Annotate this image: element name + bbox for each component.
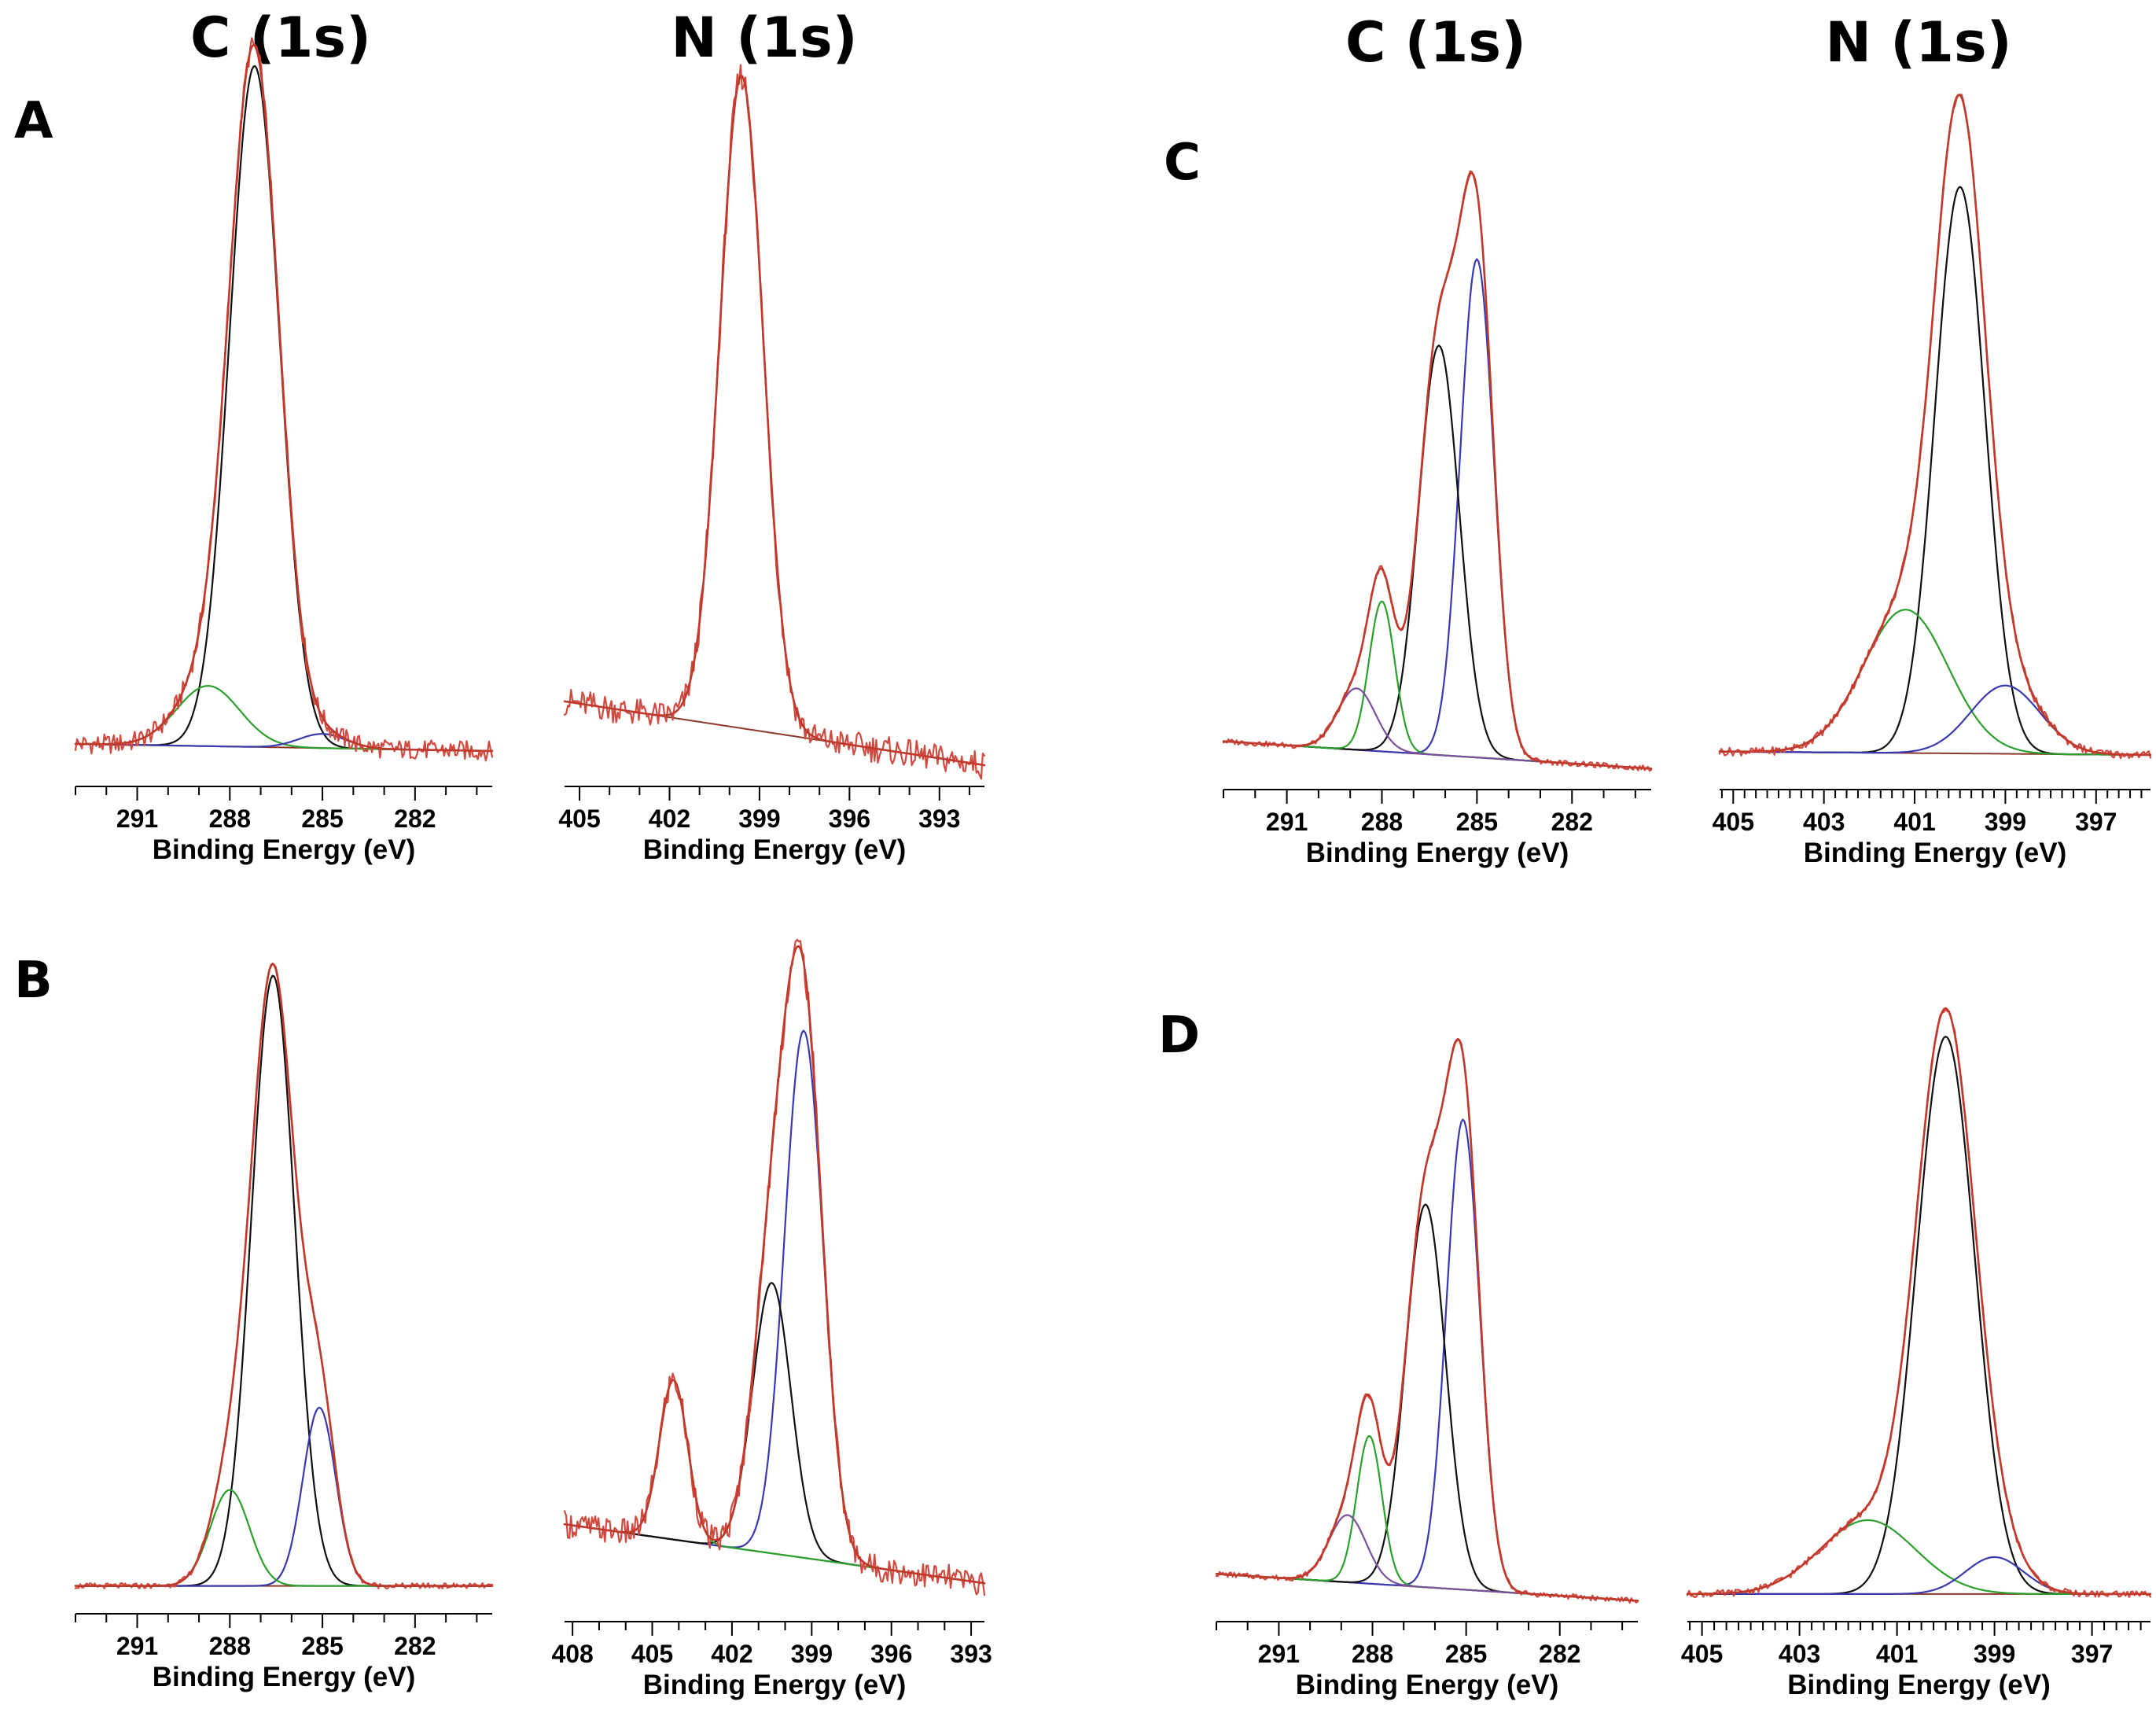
column-title-n1s-right: N (1s) (1825, 10, 2011, 75)
panel-letter-a: A (14, 92, 53, 150)
tick-label: 405 (558, 805, 600, 833)
component-peak-blue (74, 1406, 494, 1587)
panel-letter-d: D (1158, 1007, 1200, 1065)
component-peak-green (1718, 609, 2152, 757)
x-axis-title: Binding Energy (eV) (153, 1662, 415, 1692)
x-axis-title: Binding Energy (eV) (153, 834, 415, 865)
tick-label: 403 (1779, 1640, 1820, 1668)
raw-spectrum (1222, 170, 1653, 772)
tick-label: 396 (870, 1640, 912, 1668)
raw-spectrum (563, 64, 986, 780)
x-axis-title: Binding Energy (eV) (1296, 1670, 1558, 1700)
tick-label: 291 (1258, 1640, 1300, 1668)
tick-label: 401 (1876, 1640, 1918, 1668)
tick-label: 396 (829, 805, 870, 833)
component-peak-green (563, 1379, 986, 1585)
component-peak-purple (1222, 687, 1653, 770)
component-peak-black (74, 974, 494, 1587)
fit-envelope (1215, 1037, 1639, 1602)
component-peak-green (1222, 600, 1653, 770)
tick-label: 397 (2071, 1640, 2113, 1668)
column-title-c1s-right: C (1s) (1345, 10, 1526, 75)
component-peak-blue (1718, 684, 2152, 756)
fit-envelope (74, 43, 494, 753)
fit-envelope (74, 963, 494, 1587)
tick-label: 288 (209, 805, 251, 833)
component-peak-black (563, 1282, 986, 1585)
component-peak-black (1718, 186, 2152, 757)
raw-spectrum (563, 938, 986, 1596)
column-title-c1s-left: C (1s) (190, 6, 371, 70)
tick-label: 399 (1974, 1640, 2015, 1668)
tick-label: 291 (116, 805, 158, 833)
component-peak-purple (1215, 1514, 1639, 1602)
tick-label: 285 (1456, 808, 1498, 836)
tick-label: 393 (918, 805, 960, 833)
component-peak-green (1215, 1434, 1639, 1602)
component-peak-green (74, 1489, 494, 1587)
tick-label: 282 (1551, 808, 1593, 836)
x-axis-title: Binding Energy (eV) (1787, 1670, 2050, 1700)
panel-letter-c: C (1164, 134, 1201, 192)
fit-envelope (1718, 94, 2152, 757)
tick-label: 282 (394, 1632, 436, 1660)
tick-label: 393 (950, 1640, 992, 1668)
x-axis-title: Binding Energy (eV) (643, 1670, 906, 1700)
fit-envelope (563, 75, 986, 767)
tick-label: 285 (301, 1632, 343, 1660)
tick-label: 399 (738, 805, 780, 833)
panel-b-n1s: 408 405 402 399 396 393 Binding Energy (eV) (551, 938, 992, 1700)
x-axis-title: Binding Energy (eV) (643, 834, 906, 865)
raw-spectrum (1686, 1008, 2152, 1598)
tick-label: 405 (1713, 808, 1754, 836)
raw-spectrum (1215, 1038, 1639, 1604)
tick-label: 282 (394, 805, 436, 833)
fit-envelope (1686, 1007, 2152, 1596)
tick-label: 405 (631, 1640, 673, 1668)
component-peak-black (1686, 1036, 2152, 1595)
panel-d-n1s: 405 403 401 399 397 Binding Energy (eV) (1681, 1007, 2152, 1700)
tick-label: 408 (551, 1640, 593, 1668)
tick-label: 285 (1445, 1640, 1487, 1668)
panel-letter-b: B (14, 952, 53, 1010)
tick-label: 282 (1539, 1640, 1580, 1668)
tick-label: 405 (1681, 1640, 1723, 1668)
tick-label: 285 (301, 805, 343, 833)
fit-envelope (563, 945, 986, 1585)
component-peak-black (1222, 344, 1653, 770)
tick-label: 399 (791, 1640, 833, 1668)
fit-envelope (1222, 171, 1653, 770)
panel-c-n1s: 405 403 401 399 397 Binding Energy (eV) (1713, 94, 2152, 868)
tick-label: 399 (1985, 808, 2026, 836)
tick-label: 291 (1266, 808, 1308, 836)
raw-spectrum (1718, 94, 2152, 760)
tick-label: 401 (1893, 808, 1935, 836)
tick-label: 291 (116, 1632, 158, 1660)
x-axis-title: Binding Energy (eV) (1804, 838, 2066, 868)
tick-label: 288 (1361, 808, 1403, 836)
panel-a-n1s: 405 402 399 396 393 Binding Energy (eV) (558, 64, 986, 865)
tick-label: 403 (1803, 808, 1845, 836)
component-peak-blue (1222, 258, 1653, 770)
tick-label: 397 (2075, 808, 2117, 836)
tick-label: 288 (1352, 1640, 1393, 1668)
component-peak-green (1686, 1519, 2152, 1595)
tick-label: 402 (711, 1640, 752, 1668)
tick-label: 288 (209, 1632, 251, 1660)
component-peak-blue (1215, 1118, 1639, 1602)
column-title-n1s-left: N (1s) (671, 6, 857, 70)
component-peak-blue (563, 75, 986, 767)
x-axis-title: Binding Energy (eV) (1306, 838, 1569, 868)
tick-label: 402 (649, 805, 690, 833)
